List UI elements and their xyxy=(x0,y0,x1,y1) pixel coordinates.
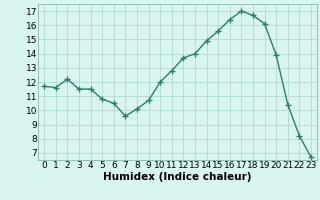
X-axis label: Humidex (Indice chaleur): Humidex (Indice chaleur) xyxy=(103,172,252,182)
